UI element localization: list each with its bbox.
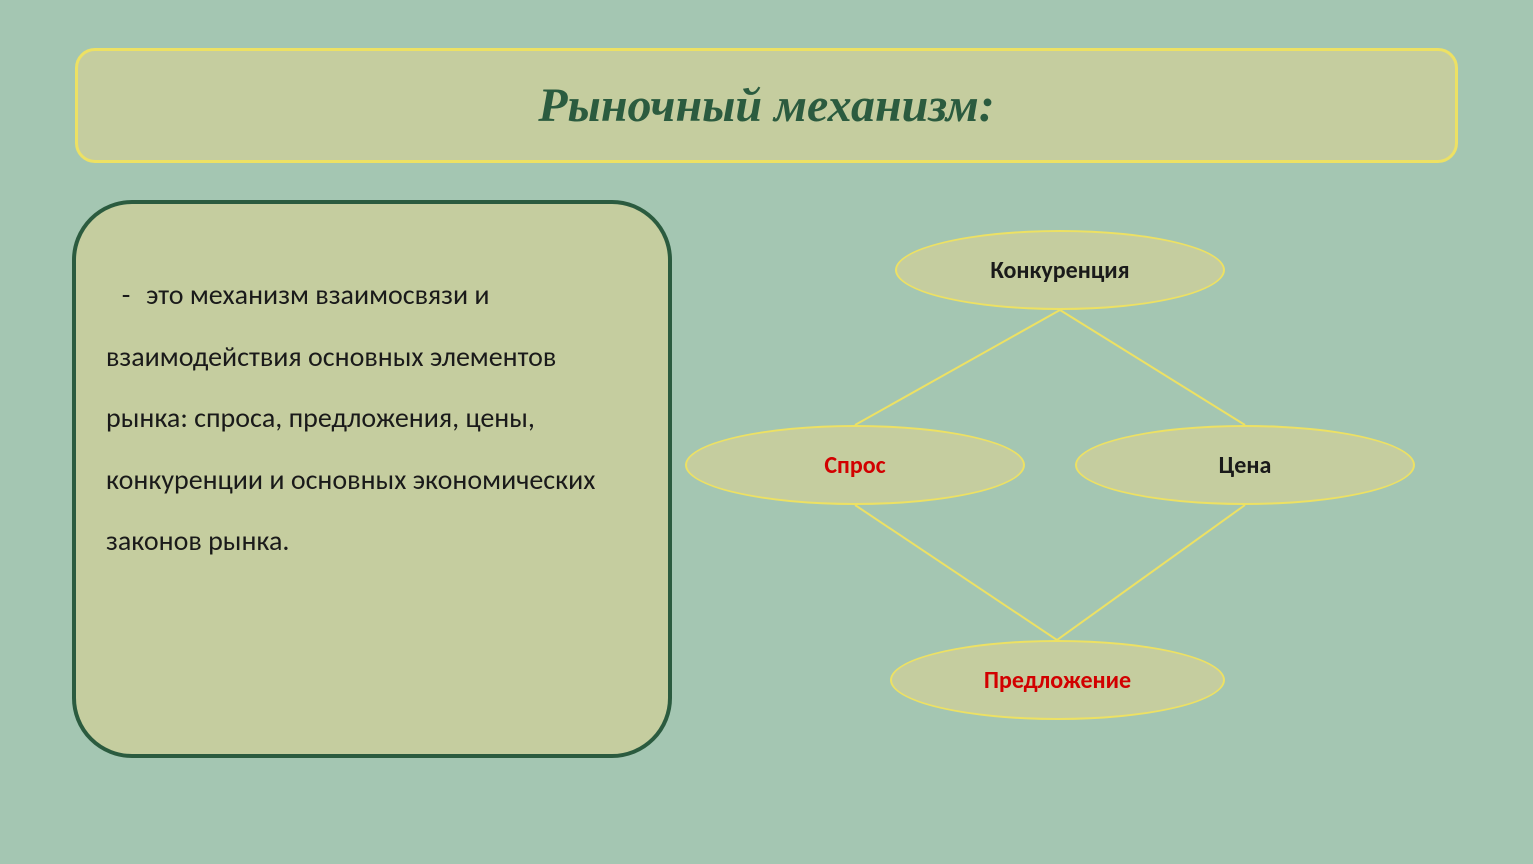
definition-text: -это механизм взаимосвязи и взаимодейств… — [106, 264, 628, 572]
edge-top-left — [855, 310, 1060, 425]
definition-bullet: - — [106, 264, 146, 326]
node-demand: Спрос — [685, 425, 1025, 505]
edge-right-bottom — [1057, 505, 1245, 640]
title-text: Рыночный механизм: — [538, 78, 995, 133]
node-supply: Предложение — [890, 640, 1225, 720]
node-price: Цена — [1075, 425, 1415, 505]
title-box: Рыночный механизм: — [75, 48, 1458, 163]
definition-box: -это механизм взаимосвязи и взаимодейств… — [72, 200, 672, 758]
node-competition: Конкуренция — [895, 230, 1225, 310]
node-competition-label: Конкуренция — [990, 256, 1129, 285]
edge-top-right — [1060, 310, 1245, 425]
node-supply-label: Предложение — [984, 666, 1131, 695]
node-price-label: Цена — [1219, 451, 1272, 480]
edge-left-bottom — [855, 505, 1057, 640]
node-demand-label: Спрос — [824, 451, 885, 480]
diagram-area: Конкуренция Спрос Цена Предложение — [680, 195, 1500, 755]
definition-body: это механизм взаимосвязи и взаимодействи… — [106, 277, 595, 558]
